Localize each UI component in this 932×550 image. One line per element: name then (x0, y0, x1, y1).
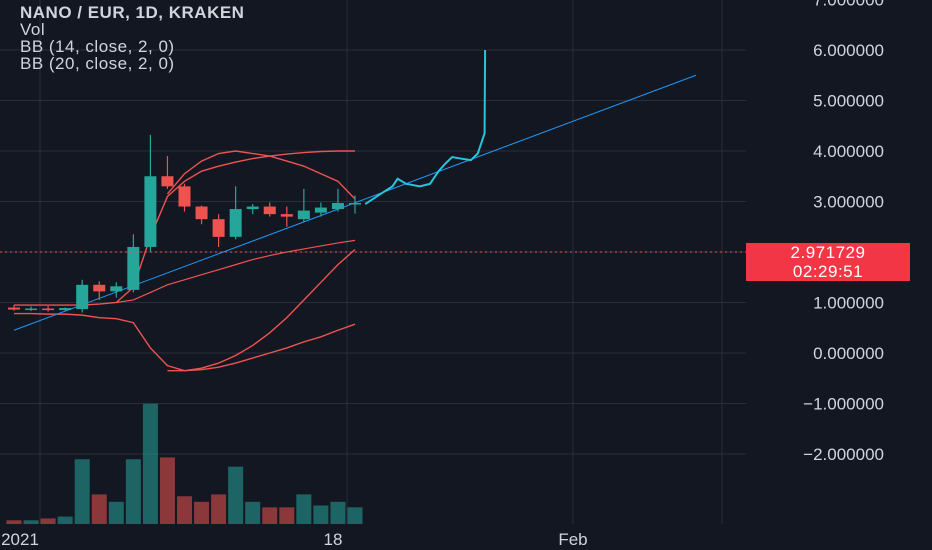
bb20-lower-band (14, 312, 356, 372)
grid (0, 0, 746, 524)
y-tick-label: 5.000000 (813, 92, 884, 111)
volume-bar (245, 501, 261, 524)
candle-body (263, 206, 276, 215)
legend-vol: Vol (20, 20, 46, 39)
candle-body (297, 210, 310, 220)
volume-bars (6, 403, 363, 524)
volume-bar (279, 507, 295, 524)
volume-bar (228, 466, 244, 524)
volume-bar (262, 507, 278, 524)
volume-bar (23, 520, 39, 524)
candle-body (59, 308, 72, 311)
projection-path (364, 49, 487, 205)
candle-body (314, 207, 327, 213)
bb-basis-line (116, 239, 356, 304)
x-tick-label: Feb (558, 530, 587, 549)
bb14-lower-band (167, 248, 356, 372)
x-axis: 2021 18 Feb (1, 530, 588, 549)
volume-bar (108, 501, 124, 524)
candle-body (246, 206, 259, 210)
y-tick-label: 4.000000 (813, 142, 884, 161)
volume-bar (347, 507, 363, 524)
volume-bar (91, 494, 107, 524)
candle-body (212, 219, 225, 237)
candle-body (76, 284, 89, 310)
volume-bar (194, 501, 210, 524)
y-tick-label: 6.000000 (813, 41, 884, 60)
candle-body (331, 203, 344, 210)
candle-body (25, 308, 38, 311)
y-tick-label: −2.000000 (803, 445, 884, 464)
volume-bar (74, 459, 90, 524)
candle-body (42, 308, 55, 311)
y-tick-label: 0.000000 (813, 344, 884, 363)
volume-bar (296, 494, 312, 524)
last-price-label: 2.971729 (746, 243, 910, 262)
volume-bar (211, 494, 227, 524)
x-tick-label: 18 (324, 530, 343, 549)
volume-bar (6, 520, 22, 524)
candle-body (93, 284, 106, 292)
chart-legend: NANO / EUR, 1D, KRAKEN Vol BB (14, close… (20, 4, 244, 72)
y-axis: 7.000000 6.000000 5.000000 4.000000 3.000000… (803, 0, 884, 464)
bb14-upper-band (166, 150, 356, 200)
projection-line (364, 49, 487, 205)
volume-bar (57, 516, 73, 524)
candle-body (229, 209, 242, 237)
volume-bar (142, 403, 158, 524)
legend-bb14: BB (14, close, 2, 0) (20, 37, 175, 56)
volume-bar (177, 496, 192, 524)
candle-body (161, 176, 174, 187)
x-tick-label: 2021 (1, 530, 39, 549)
candle-body (280, 214, 293, 217)
volume-bar (159, 457, 175, 524)
y-tick-label: 3.000000 (813, 193, 884, 212)
candle-body (127, 246, 140, 290)
candle-body (110, 286, 123, 292)
volume-bar (40, 518, 56, 524)
candle-body (144, 176, 157, 247)
legend-title: NANO / EUR, 1D, KRAKEN (20, 3, 245, 22)
bollinger-bands (14, 150, 356, 372)
candles (8, 134, 361, 313)
candle-body (178, 186, 191, 207)
volume-bar (330, 501, 346, 524)
candle-body (195, 206, 208, 220)
y-tick-label: 1.000000 (813, 294, 884, 313)
candle-body (349, 203, 361, 205)
y-tick-label: −1.000000 (803, 395, 884, 414)
legend-bb20: BB (20, close, 2, 0) (20, 54, 175, 73)
volume-bar (125, 459, 141, 524)
bar-countdown-label: 02:29:51 (746, 262, 910, 281)
y-tick-label: 7.000000 (813, 0, 884, 10)
bb20-upper-band (14, 150, 355, 306)
volume-bar (313, 505, 329, 524)
candle-body (8, 307, 20, 310)
